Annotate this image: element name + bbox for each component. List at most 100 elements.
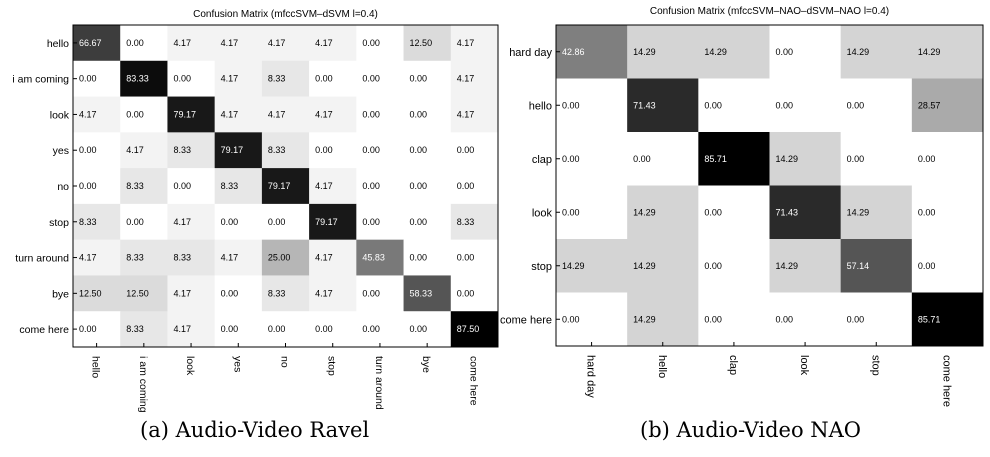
cell-value: 25.00	[268, 253, 291, 263]
cell-value: 0.00	[704, 207, 722, 217]
cell	[356, 239, 404, 276]
cell-value: 4.17	[315, 181, 333, 191]
cell	[698, 239, 770, 293]
cell-value: 0.00	[776, 314, 794, 324]
cell	[214, 168, 263, 205]
cell-value: 0.00	[268, 324, 286, 334]
cell	[120, 96, 168, 133]
cell	[403, 168, 452, 205]
cell	[73, 275, 121, 312]
col-label: bye	[420, 356, 432, 373]
cell	[840, 292, 913, 347]
cell-value: 4.17	[173, 288, 191, 298]
cell-value: 8.33	[79, 217, 97, 227]
cell	[261, 60, 310, 97]
cell-value: 14.29	[633, 47, 656, 57]
cell-value: 4.17	[173, 324, 191, 334]
cell-value: 0.00	[268, 217, 286, 227]
cell	[911, 132, 984, 186]
cell-value: 0.00	[362, 145, 380, 155]
cell-value: 0.00	[221, 217, 239, 227]
cell	[309, 96, 357, 133]
cell-value: 0.00	[79, 145, 97, 155]
cell	[309, 239, 357, 276]
cell	[309, 203, 357, 240]
cell-value: 79.17	[315, 217, 338, 227]
cell	[120, 132, 168, 169]
cell	[261, 96, 310, 133]
cell-value: 0.00	[457, 288, 475, 298]
cell-value: 0.00	[457, 253, 475, 263]
cell-value: 12.50	[410, 38, 433, 48]
cell	[911, 292, 984, 347]
matrix-nao: Confusion Matrix (mfccSVM–NAO–dSVM–NAO l…	[500, 6, 984, 407]
cell	[356, 96, 404, 133]
cell	[356, 203, 404, 240]
cell	[627, 185, 699, 240]
cell-value: 0.00	[918, 261, 936, 271]
cell	[261, 168, 310, 205]
row-label: yes	[53, 145, 69, 157]
cell	[73, 239, 121, 276]
cell	[450, 168, 499, 205]
cell	[769, 292, 841, 347]
cell-value: 0.00	[562, 207, 580, 217]
cell	[769, 78, 841, 133]
cell	[556, 239, 628, 293]
cell	[261, 203, 310, 240]
cell	[840, 25, 913, 79]
matrix-ravel: Confusion Matrix (mfccSVM–dSVM l=0.4) 66.…	[12, 9, 499, 413]
cell	[450, 203, 499, 240]
cell	[556, 78, 628, 133]
cell-value: 0.00	[362, 181, 380, 191]
cell	[556, 292, 628, 347]
cell-value: 57.14	[847, 261, 870, 271]
cell-value: 4.17	[268, 38, 286, 48]
cell	[167, 96, 215, 133]
cell-value: 12.50	[79, 288, 102, 298]
cell	[403, 25, 452, 62]
cell-value: 4.17	[79, 109, 97, 119]
cell	[309, 275, 357, 312]
cell-value: 14.29	[918, 47, 941, 57]
cell	[309, 60, 357, 97]
cell-value: 4.17	[457, 38, 475, 48]
cell-value: 0.00	[126, 38, 144, 48]
cell-value: 28.57	[918, 100, 941, 110]
cell-value: 4.17	[173, 217, 191, 227]
row-label: bye	[52, 288, 69, 300]
chart-title: Confusion Matrix (mfccSVM–NAO–dSVM–NAO l…	[650, 6, 889, 17]
cell-value: 79.17	[268, 181, 291, 191]
col-label: hard day	[585, 355, 597, 398]
col-label: no	[279, 356, 291, 368]
cell	[698, 185, 770, 240]
cell	[450, 239, 499, 276]
cell	[167, 239, 215, 276]
cell-value: 0.00	[410, 145, 428, 155]
cell	[167, 132, 215, 169]
col-label: come here	[940, 355, 952, 407]
cell	[698, 25, 770, 79]
col-label: i am coming	[137, 356, 149, 413]
cell-value: 0.00	[704, 100, 722, 110]
cell-value: 0.00	[315, 324, 333, 334]
cell-value: 4.17	[221, 74, 239, 84]
cell-value: 4.17	[315, 109, 333, 119]
col-label: hello	[90, 356, 102, 378]
cell	[356, 60, 404, 97]
cell-value: 0.00	[362, 74, 380, 84]
row-label: stop	[49, 217, 69, 229]
cell	[309, 168, 357, 205]
cell	[120, 311, 168, 348]
cell-value: 8.33	[173, 253, 191, 263]
cell-value: 0.00	[410, 324, 428, 334]
cell	[167, 25, 215, 62]
cell	[403, 132, 452, 169]
cell-value: 71.43	[633, 100, 656, 110]
cell	[450, 60, 499, 97]
cell	[261, 132, 310, 169]
cell	[911, 25, 984, 79]
cell-value: 4.17	[315, 288, 333, 298]
cell-value: 4.17	[457, 74, 475, 84]
